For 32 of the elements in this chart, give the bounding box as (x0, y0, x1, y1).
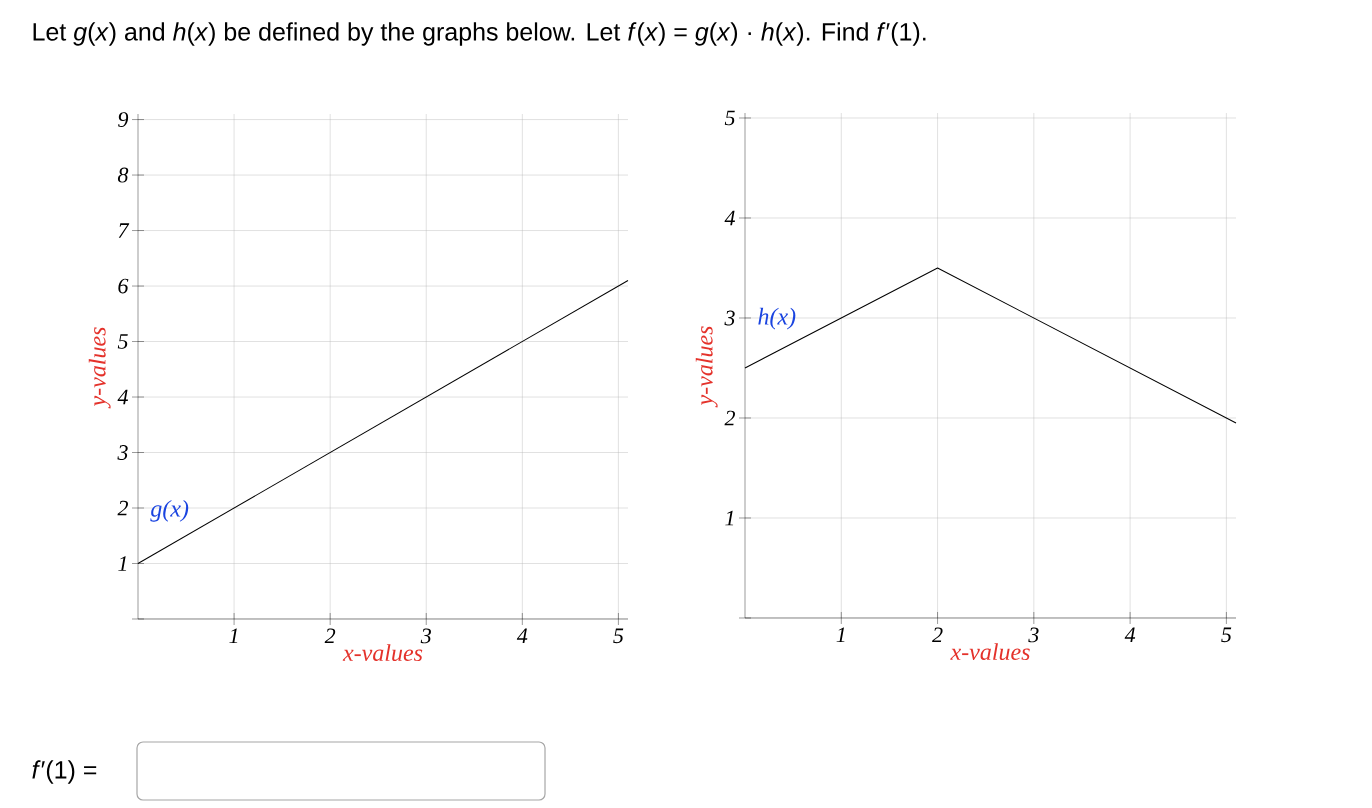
x-tick-label: 4 (516, 628, 528, 644)
x-axis-title: x-values (950, 643, 1030, 661)
x-tick-label: 2 (324, 628, 336, 644)
y-tick-label: 8 (117, 167, 129, 183)
x-tick-label: 4 (1124, 627, 1136, 643)
y-tick-label: 2 (117, 500, 128, 516)
x-tick-label: 1 (836, 627, 845, 643)
x-tick-label: 3 (420, 628, 431, 644)
x-tick-label: 5 (613, 628, 624, 644)
y-tick-label: 5 (117, 334, 128, 349)
y-tick-label: 9 (118, 112, 129, 127)
y-tick-label: 1 (725, 510, 734, 526)
y-tick-label: 2 (724, 410, 735, 426)
y-axis-title: y-values (88, 327, 111, 409)
x-tick-label: 2 (932, 627, 943, 643)
y-tick-label: 7 (118, 223, 130, 238)
y-tick-label: 1 (118, 556, 127, 571)
chart-title: Let g(x) and h(x) be defined by the graphs below. Let f(x) = g(x) · h(x). Find f′(1). (33, 22, 926, 46)
y-tick-label: 4 (724, 210, 735, 226)
y-axis-title: y-values (695, 326, 718, 408)
y-tick-label: 3 (724, 310, 735, 326)
y-tick-label: 6 (118, 278, 129, 294)
y-tick-label: 3 (117, 445, 128, 460)
series-label: g(x) (150, 499, 189, 522)
x-tick-label: 3 (1028, 627, 1039, 643)
text: f′(1) = (32, 760, 97, 784)
x-axis-title: x-values (342, 644, 423, 662)
y-tick-label: 5 (724, 110, 735, 126)
series-label: h(x) (758, 307, 796, 330)
x-tick-label: 1 (229, 628, 238, 644)
x-tick-label: 5 (1221, 627, 1232, 643)
y-tick-label: 4 (117, 389, 128, 405)
